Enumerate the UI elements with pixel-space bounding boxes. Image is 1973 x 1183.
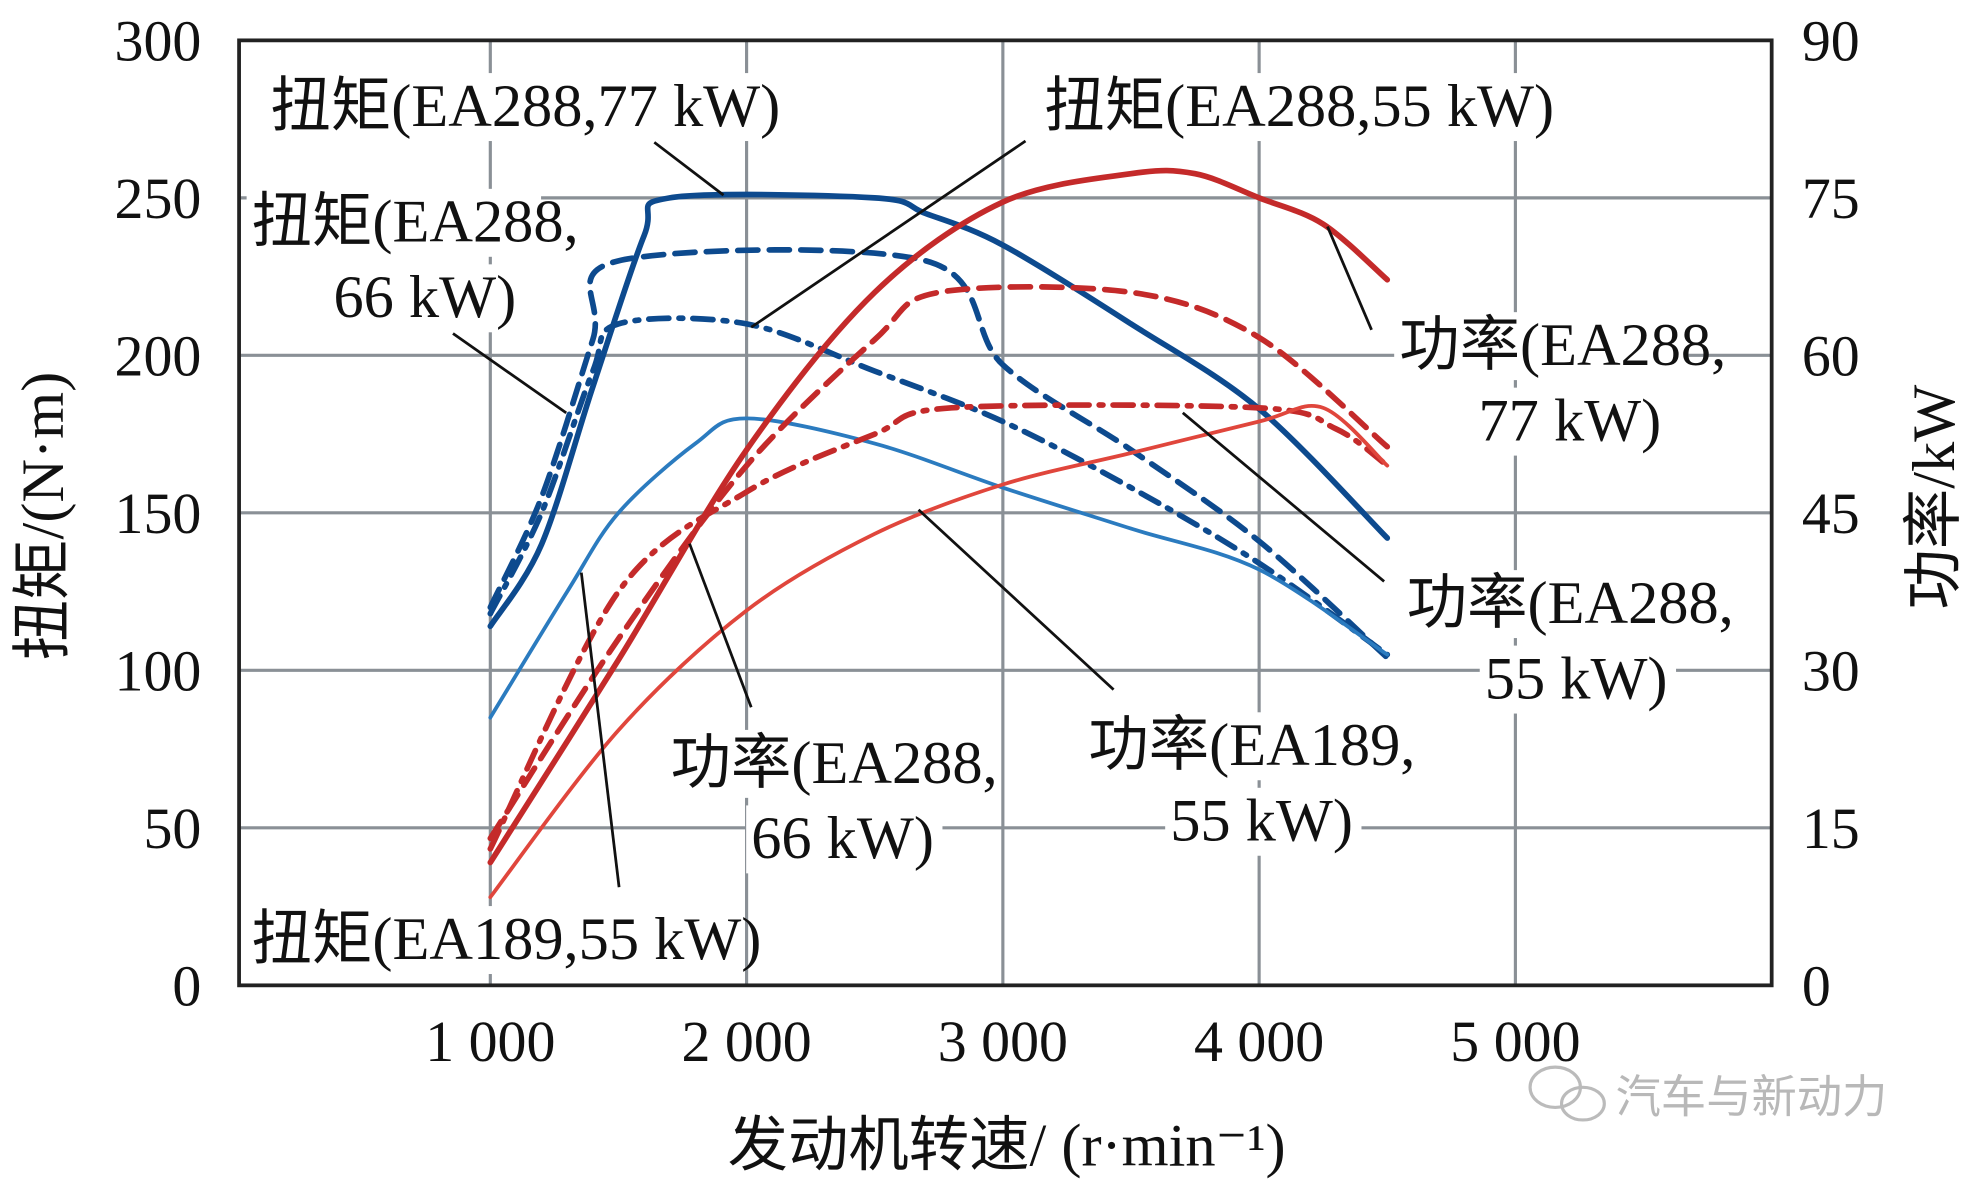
leader-line bbox=[653, 141, 725, 197]
series-line bbox=[487, 283, 1391, 842]
plot-frame bbox=[237, 38, 1774, 988]
annotation-text: 扭矩(EA288,77 kW) bbox=[271, 73, 781, 140]
annotation-background bbox=[328, 264, 525, 333]
annotations: 扭矩(EA288,77 kW) 扭矩(EA288,55 kW) 扭矩(EA288, 6… bbox=[252, 73, 1734, 973]
annotation-background bbox=[665, 729, 961, 798]
y2-tick-label: 60 bbox=[1802, 323, 1860, 388]
annotation-backgrounds bbox=[246, 73, 1697, 975]
annotation: 功率(EA288, 77 kW) bbox=[1326, 226, 1726, 455]
series-line bbox=[487, 247, 1391, 661]
x-tick-label: 2 000 bbox=[681, 1009, 811, 1074]
annotation-text: 77 kW) bbox=[1478, 388, 1661, 455]
annotation-text: 55 kW) bbox=[1485, 645, 1668, 712]
x-tick-label: 1 000 bbox=[425, 1009, 555, 1074]
y2-tick-label: 90 bbox=[1802, 9, 1860, 74]
series-line bbox=[488, 416, 1390, 720]
annotation-text: 功率(EA288, bbox=[1407, 570, 1734, 637]
annotation: 扭矩(EA288,77 kW) bbox=[271, 73, 781, 197]
annotation: 扭矩(EA189,55 kW) bbox=[252, 572, 762, 973]
y-tick-label: 200 bbox=[115, 323, 202, 388]
series-line bbox=[487, 167, 1391, 866]
y2-tick-label: 0 bbox=[1802, 953, 1831, 1018]
series-line bbox=[487, 402, 1391, 852]
watermark: 汽车与新动力 bbox=[1528, 1065, 1888, 1123]
y-tick-label: 0 bbox=[172, 953, 201, 1018]
annotation-text: 扭矩(EA189,55 kW) bbox=[252, 906, 762, 973]
annotation-text: 功率(EA288, bbox=[671, 730, 998, 797]
leader-line bbox=[1326, 226, 1373, 331]
annotation-background bbox=[265, 73, 757, 142]
annotation: 扭矩(EA288,55 kW) bbox=[750, 73, 1554, 329]
annotation-text: 66 kW) bbox=[333, 264, 516, 331]
x-tick-label: 5 000 bbox=[1450, 1009, 1580, 1074]
y-tick-label: 100 bbox=[115, 638, 202, 703]
annotation-background bbox=[246, 906, 738, 975]
watermark-text: 汽车与新动力 bbox=[1616, 1070, 1888, 1123]
series-lines bbox=[487, 167, 1391, 900]
annotation-background bbox=[1165, 787, 1362, 856]
annotation-background bbox=[746, 805, 943, 874]
annotation-background bbox=[246, 188, 542, 257]
annotation-text: 55 kW) bbox=[1170, 788, 1353, 855]
leader-line bbox=[579, 572, 621, 888]
annotation: 功率(EA288, 55 kW) bbox=[1181, 411, 1734, 712]
annotation-background bbox=[1401, 570, 1697, 639]
annotation-background bbox=[1473, 387, 1670, 456]
annotation-text: 66 kW) bbox=[751, 805, 934, 872]
y-axis-label: 扭矩/(N·m) bbox=[10, 372, 77, 660]
y-tick-label: 150 bbox=[115, 481, 202, 546]
annotation: 功率(EA288, 66 kW) bbox=[671, 543, 998, 872]
annotation-text: 功率(EA288, bbox=[1399, 312, 1726, 379]
annotation-text: 扭矩(EA288, bbox=[252, 189, 579, 256]
grid bbox=[239, 40, 1772, 986]
annotation: 扭矩(EA288, 66 kW) bbox=[252, 189, 579, 414]
annotation-background bbox=[1479, 645, 1677, 714]
annotation-background bbox=[1083, 712, 1378, 781]
x-tick-label: 3 000 bbox=[938, 1009, 1068, 1074]
leader-line bbox=[452, 332, 568, 414]
y2-tick-label: 15 bbox=[1802, 796, 1860, 861]
annotation-background bbox=[1039, 73, 1531, 142]
leader-line bbox=[917, 508, 1115, 691]
leader-line bbox=[1181, 411, 1386, 583]
x-axis-label: 发动机转速/ (r·min⁻¹) bbox=[728, 1112, 1286, 1179]
annotation-text: 功率(EA189, bbox=[1088, 712, 1415, 779]
y2-axis-label: 功率/kW bbox=[1901, 385, 1968, 610]
y-tick-label: 300 bbox=[115, 9, 202, 74]
ticks: 1 000 2 000 3 000 4 000 5 000050100150200250… bbox=[115, 9, 1860, 1074]
leader-line bbox=[750, 139, 1027, 329]
leader-line bbox=[688, 543, 753, 708]
series-line bbox=[487, 191, 1391, 630]
y-tick-label: 250 bbox=[115, 166, 202, 231]
series-line bbox=[488, 404, 1390, 900]
annotation-background bbox=[1394, 312, 1689, 381]
y2-tick-label: 75 bbox=[1802, 166, 1860, 231]
wechat-icon bbox=[1528, 1065, 1606, 1122]
series-line bbox=[487, 315, 1391, 658]
annotation: 功率(EA189, 55 kW) bbox=[917, 508, 1415, 855]
y2-tick-label: 45 bbox=[1802, 481, 1860, 546]
annotation-text: 扭矩(EA288,55 kW) bbox=[1044, 73, 1554, 140]
x-tick-label: 4 000 bbox=[1194, 1009, 1324, 1074]
y2-tick-label: 30 bbox=[1802, 638, 1860, 703]
y-tick-label: 50 bbox=[143, 796, 201, 861]
